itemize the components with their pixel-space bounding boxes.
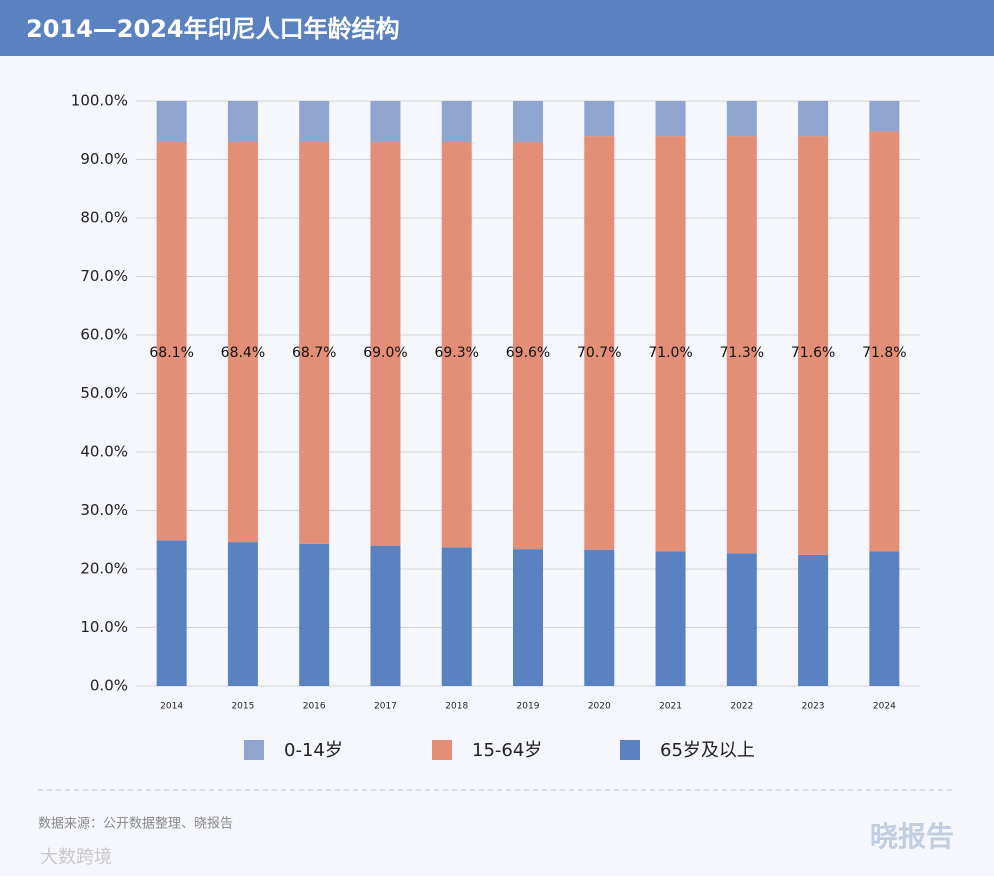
- data-label: 71.6%: [791, 345, 835, 361]
- legend-swatch: [620, 740, 640, 760]
- bar-segment: [798, 554, 829, 686]
- x-tick-label: 2015: [231, 702, 254, 712]
- bar-segment: [299, 543, 330, 686]
- header: [0, 0, 994, 56]
- y-tick-label: 40.0%: [80, 443, 128, 461]
- bar-segment: [869, 131, 900, 552]
- bar-segment: [655, 551, 686, 686]
- bar-segment: [513, 141, 543, 550]
- brand: 晓报告: [870, 820, 954, 853]
- bar-segment: [726, 101, 757, 137]
- y-tick-label: 100.0%: [71, 92, 128, 110]
- x-tick-label: 2019: [517, 702, 540, 712]
- data-label: 69.0%: [363, 345, 407, 361]
- data-label: 69.6%: [506, 345, 550, 361]
- y-tick-label: 10.0%: [80, 618, 128, 636]
- x-tick-label: 2021: [659, 702, 682, 712]
- bar-segment: [584, 101, 615, 137]
- legend-label: 15-64岁: [472, 740, 542, 761]
- data-label: 68.4%: [221, 345, 265, 361]
- legend-swatch: [432, 740, 452, 760]
- x-tick-label: 2017: [374, 702, 397, 712]
- y-tick-label: 70.0%: [80, 267, 128, 285]
- bar-segment: [655, 136, 686, 552]
- source: 数据来源：公开数据整理、晓报告: [38, 817, 233, 832]
- legend-label: 65岁及以上: [660, 740, 755, 761]
- bar-segment: [869, 551, 900, 686]
- bar-segment: [798, 101, 829, 137]
- data-label: 71.8%: [862, 345, 906, 361]
- bar-segment: [370, 545, 401, 686]
- data-label: 68.7%: [292, 345, 336, 361]
- data-label: 68.1%: [149, 345, 193, 361]
- y-tick-label: 50.0%: [80, 384, 128, 402]
- x-tick-label: 2024: [873, 702, 896, 712]
- bar-segment: [370, 101, 401, 142]
- legend-label: 0-14岁: [284, 740, 343, 761]
- x-tick-label: 2023: [802, 702, 825, 712]
- bar-segment: [156, 540, 187, 686]
- bar-segment: [227, 141, 258, 543]
- bar-segment: [299, 101, 330, 142]
- data-label: 70.7%: [577, 345, 621, 361]
- data-label: 71.0%: [648, 345, 692, 361]
- bar-segment: [584, 136, 615, 550]
- bar-segment: [370, 141, 401, 546]
- bar-segment: [655, 101, 686, 137]
- x-tick-label: 2014: [160, 702, 183, 712]
- y-tick-label: 0.0%: [90, 677, 128, 695]
- bar-segment: [441, 547, 472, 686]
- bar-segment: [869, 101, 900, 132]
- bar-segment: [513, 101, 543, 142]
- x-tick-label: 2018: [445, 702, 468, 712]
- bar-segment: [726, 136, 757, 554]
- bar-segment: [584, 549, 615, 686]
- bar-segment: [798, 136, 829, 555]
- bar-segment: [441, 101, 472, 142]
- bar-segment: [299, 141, 330, 544]
- bar-segment: [441, 141, 472, 548]
- x-tick-label: 2016: [303, 702, 326, 712]
- bar-segment: [227, 542, 258, 686]
- bar-segment: [156, 141, 187, 541]
- x-tick-label: 2022: [730, 702, 753, 712]
- chart-title: 2014—2024年印尼人口年龄结构: [26, 15, 400, 43]
- watermark: 大数跨境: [40, 847, 112, 868]
- y-tick-label: 60.0%: [80, 326, 128, 344]
- y-tick-label: 30.0%: [80, 501, 128, 519]
- bar-segment: [156, 101, 187, 142]
- data-label: 71.3%: [720, 345, 764, 361]
- y-tick-label: 80.0%: [80, 209, 128, 227]
- x-tick-label: 2020: [588, 702, 611, 712]
- bar-segment: [726, 553, 757, 686]
- data-label: 69.3%: [434, 345, 478, 361]
- y-tick-label: 20.0%: [80, 560, 128, 578]
- bar-segment: [227, 101, 258, 142]
- y-tick-label: 90.0%: [80, 150, 128, 168]
- legend-swatch: [244, 740, 264, 760]
- bar-segment: [513, 549, 543, 686]
